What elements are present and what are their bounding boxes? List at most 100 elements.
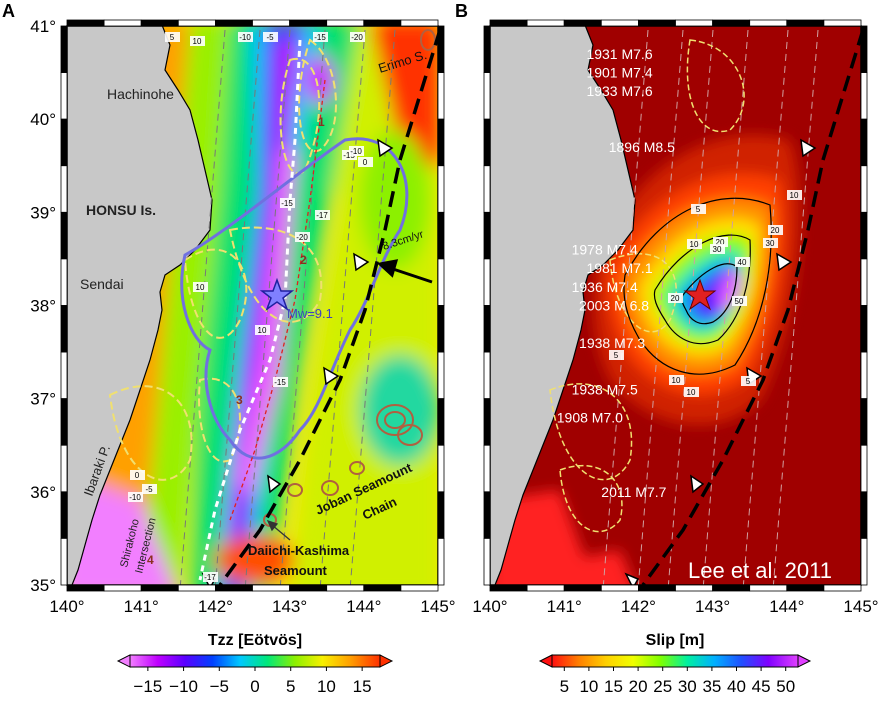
- contour-label: 5: [741, 376, 756, 386]
- slip-contours: [623, 197, 772, 375]
- colorbar-tick: −10: [169, 677, 198, 696]
- svg-text:10: 10: [687, 388, 696, 397]
- contour-label: -5: [142, 484, 157, 494]
- lat-tick: 39°: [30, 203, 56, 222]
- svg-text:10: 10: [258, 326, 267, 335]
- panel-a-map: Hachinohe HONSU Is. Sendai Ibaraki P. Er…: [66, 25, 439, 586]
- contour-label: -20: [295, 232, 310, 242]
- colorbar-tick: 5: [286, 677, 295, 696]
- svg-text:20: 20: [771, 226, 780, 235]
- colorbar-tick: −15: [133, 677, 162, 696]
- contour-label: 5: [691, 204, 706, 214]
- colorbar-a-title: Tzz [Eötvös]: [208, 632, 302, 649]
- historical-events: 1931 M7.6 1901 M7.4 1933 M7.6 1896 M8.5 1978…: [557, 46, 675, 500]
- svg-text:-5: -5: [145, 485, 153, 494]
- a-lon-tick: 142°: [198, 597, 233, 616]
- svg-text:-17: -17: [204, 573, 216, 582]
- colorbar-b: Slip [m] 5 10 15 20 25 30 35 40 45 50: [538, 632, 812, 696]
- contour-label: 20: [768, 225, 783, 235]
- contour-label: 10: [787, 190, 802, 200]
- svg-text:10: 10: [690, 240, 699, 249]
- event-label: 1978 M7.4: [572, 242, 638, 258]
- contour-label: 5: [609, 350, 624, 360]
- svg-text:5: 5: [614, 351, 619, 360]
- lat-tick: 41°: [30, 17, 56, 36]
- svg-text:-10: -10: [239, 33, 251, 42]
- event-label: 1981 M7.1: [586, 260, 652, 276]
- subduction-teeth: [201, 138, 394, 585]
- panel-letter-b: B: [455, 1, 468, 21]
- tzz-contour-labels: 10 10 -10 -5 0 5 -15 -17 -20 -15 -10 -15 10 -17 0 -5 -10…: [128, 32, 373, 582]
- colorbar-a: Tzz [Eötvös] −15 −10 −5 0 5 10 15: [116, 632, 394, 696]
- white-dashed-line: [198, 39, 302, 581]
- contour-label: 10: [669, 375, 684, 385]
- label-daiichi-1: Daiichi-Kashima: [248, 543, 350, 558]
- b-lon-tick: 143°: [695, 597, 730, 616]
- contour-label: 10: [190, 36, 205, 46]
- svg-text:-5: -5: [266, 33, 274, 42]
- contour-label: 0: [130, 470, 145, 480]
- panel-letter-a: A: [2, 1, 15, 21]
- event-label: 1901 M7.4: [586, 65, 652, 81]
- credit-label: Lee et al. 2011: [688, 558, 832, 583]
- colorbar-tick: 15: [353, 677, 372, 696]
- svg-text:30: 30: [766, 239, 775, 248]
- label-honsu: HONSU Is.: [86, 202, 156, 218]
- svg-text:20: 20: [671, 294, 680, 303]
- honshu-land-b: [490, 26, 636, 585]
- svg-text:0: 0: [363, 158, 368, 167]
- lat-tick: 40°: [30, 110, 56, 129]
- trench-line-b: [641, 30, 861, 585]
- b-lon-tick: 144°: [769, 597, 804, 616]
- epicenter-star: [259, 277, 295, 311]
- b-lon-tick: 145°: [843, 597, 878, 616]
- lat-tick: 38°: [30, 297, 56, 316]
- region-numbers: 1 2 3 4: [147, 115, 325, 567]
- contour-label: 40: [735, 257, 750, 267]
- label-daiichi-2: Seamount: [264, 563, 328, 578]
- a-lon-tick: 144°: [346, 597, 381, 616]
- event-label: 1938 M7.3: [579, 335, 645, 351]
- contour-label: 30: [710, 244, 725, 254]
- event-label: 1908 M7.0: [557, 409, 623, 425]
- svg-text:5: 5: [696, 205, 701, 214]
- colorbar-tick: 20: [629, 677, 648, 696]
- contour-label: 0: [358, 157, 373, 167]
- event-label: 1933 M7.6: [586, 83, 652, 99]
- svg-text:-10: -10: [129, 493, 141, 502]
- contour-label: 50: [732, 296, 747, 306]
- svg-text:-20: -20: [351, 33, 363, 42]
- svg-text:0: 0: [135, 471, 140, 480]
- contour-label: 20: [668, 293, 683, 303]
- axes-b: 140° 141° 142° 143° 144° 145°: [472, 19, 879, 616]
- colorbar-tick: −5: [210, 677, 229, 696]
- event-label: 2011 M7.7: [601, 484, 666, 500]
- tzz-field: Hachinohe HONSU Is. Sendai Ibaraki P. Er…: [67, 26, 438, 585]
- region-number: 3: [236, 393, 243, 407]
- colorbar-tick: 45: [752, 677, 771, 696]
- colorbar-tick: 25: [653, 677, 672, 696]
- event-label: 1938 M7.5: [572, 381, 638, 397]
- lat-tick: 36°: [30, 483, 56, 502]
- lat-tick: 35°: [30, 576, 56, 595]
- a-lon-tick: 143°: [272, 597, 307, 616]
- contour-label: -17: [203, 572, 218, 582]
- svg-text:40: 40: [738, 258, 747, 267]
- contour-label: 10: [193, 282, 208, 292]
- svg-text:-10: -10: [350, 147, 362, 156]
- contour-label: 10: [684, 387, 699, 397]
- event-label: 2003 M 6.8: [579, 298, 649, 314]
- event-label: 1896 M8.5: [609, 139, 675, 155]
- b-lon-tick: 141°: [547, 597, 582, 616]
- colorbar-tick: 10: [579, 677, 598, 696]
- colorbar-tick: 15: [604, 677, 623, 696]
- plate-motion-arrow: [376, 259, 433, 284]
- colorbar-b-title: Slip [m]: [646, 632, 705, 649]
- contour-label: -10: [349, 146, 364, 156]
- contour-label: -15: [280, 198, 295, 208]
- contour-label: -10: [238, 32, 253, 42]
- contour-label: 30: [763, 238, 778, 248]
- yellow-contours-b: [549, 39, 745, 533]
- region-number: 1: [318, 115, 325, 129]
